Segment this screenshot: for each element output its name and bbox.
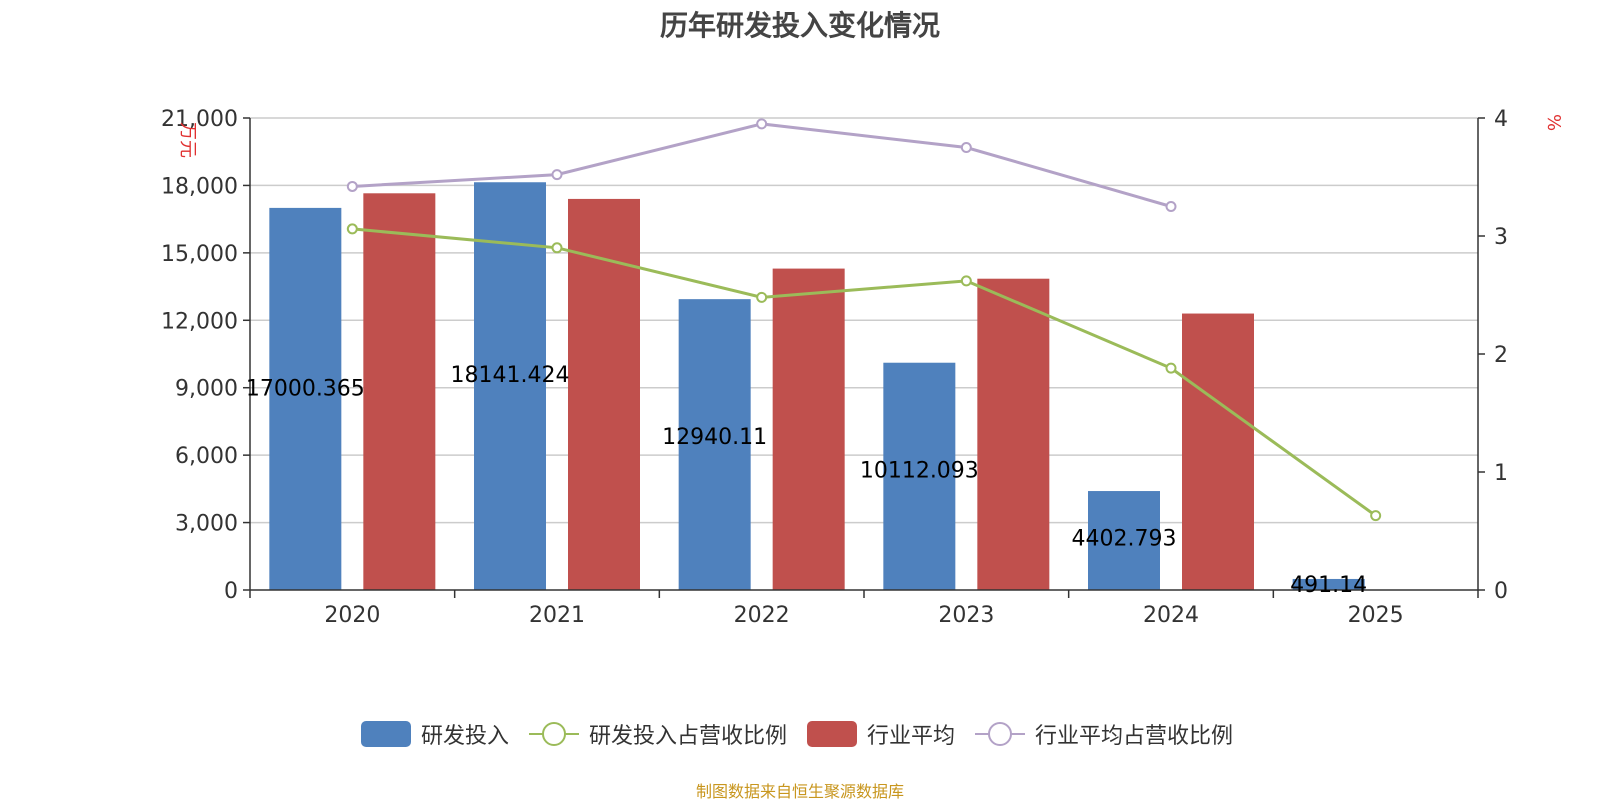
legend-item-rd-ratio[interactable]: 研发投入占营收比例 <box>528 718 787 750</box>
y-left-tick-label: 12,000 <box>161 309 238 334</box>
line-point <box>1165 362 1177 374</box>
legend-item-rd-investment[interactable]: 研发投入 <box>360 718 509 750</box>
bar-data-label: 10112.093 <box>860 459 979 484</box>
legend-item-industry-ratio[interactable]: 行业平均占营收比例 <box>975 718 1233 750</box>
line-point <box>1165 201 1177 212</box>
legend: 研发投入 研发投入占营收比例 行业平均 行业平均占营收比例 <box>0 718 1600 750</box>
line-point <box>551 242 563 254</box>
bar-data-label: 491.14 <box>1290 573 1367 598</box>
y-left-tick-label: 9,000 <box>175 377 238 402</box>
x-tick-label: 2022 <box>734 603 790 628</box>
bar <box>977 278 1050 590</box>
source-note: 制图数据来自恒生聚源数据库 <box>695 782 904 801</box>
y-left-tick-label: 18,000 <box>161 174 238 199</box>
lines <box>346 118 1382 522</box>
bar-data-label: 4402.793 <box>1072 527 1177 552</box>
y-right-tick-label: 1 <box>1494 461 1508 486</box>
line-point <box>756 118 768 130</box>
bar-data-label: 18141.424 <box>451 363 570 388</box>
y-left-tick-label: 0 <box>224 579 238 604</box>
axes: 0 3,000 6,000 9,000 12,000 15,000 18,000 21,000… <box>161 107 1564 628</box>
y-right-tick-label: 2 <box>1494 343 1508 368</box>
line-point <box>960 142 972 153</box>
bar <box>363 193 436 591</box>
y-right-tick-label: 4 <box>1494 107 1508 132</box>
series-line <box>352 227 1377 517</box>
line-point <box>551 169 563 181</box>
bar-data-label: 17000.365 <box>246 376 365 401</box>
legend-label-industry-average: 行业平均 <box>867 724 956 749</box>
y-left-axis-label: 万元 <box>177 122 198 158</box>
legend-label-rd-investment: 研发投入 <box>420 724 509 749</box>
bar <box>1182 313 1254 590</box>
y-right-tick-label: 3 <box>1494 225 1508 250</box>
legend-item-industry-average[interactable]: 行业平均 <box>807 718 955 750</box>
legend-swatch-rd-ratio <box>528 721 579 747</box>
bar <box>568 198 640 590</box>
line-point <box>346 180 358 192</box>
bar <box>772 268 845 590</box>
y-left-tick-label: 6,000 <box>175 444 238 469</box>
legend-label-rd-ratio: 研发投入占营收比例 <box>588 724 787 749</box>
x-tick-label: 2025 <box>1348 603 1404 628</box>
y-right-tick-label: 0 <box>1494 579 1508 604</box>
legend-swatch-rd-investment <box>360 721 411 747</box>
bar-data-label: 12940.11 <box>662 425 767 450</box>
line-point <box>960 275 972 287</box>
bar <box>678 299 751 590</box>
chart-title: 历年研发投入变化情况 <box>659 9 940 42</box>
line-point <box>1370 510 1382 522</box>
legend-swatch-industry-average <box>807 721 857 747</box>
x-tick-label: 2024 <box>1143 603 1199 628</box>
bar <box>883 362 956 590</box>
grid-lines <box>250 117 1478 524</box>
bar <box>1088 491 1160 590</box>
line-point <box>756 291 768 303</box>
bar <box>269 207 342 591</box>
data-labels: 17000.365 18141.424 12940.11 10112.093 4402.… <box>246 363 1367 598</box>
bars <box>269 182 1365 591</box>
x-tick-label: 2020 <box>324 603 380 628</box>
x-tick-label: 2023 <box>938 603 994 628</box>
chart-canvas: 0 3,000 6,000 9,000 12,000 15,000 18,000 21,000… <box>161 107 1564 628</box>
y-left-tick-label: 15,000 <box>161 242 238 267</box>
bar <box>1292 578 1365 590</box>
y-left-tick-label: 21,000 <box>161 107 238 132</box>
y-left-tick-label: 3,000 <box>175 512 238 537</box>
legend-swatch-industry-ratio <box>975 721 1026 747</box>
x-tick-label: 2021 <box>529 603 585 628</box>
legend-label-industry-ratio: 行业平均占营收比例 <box>1035 724 1234 749</box>
bar <box>474 182 546 591</box>
line-point <box>346 223 358 235</box>
y-right-axis-label: % <box>1543 114 1564 131</box>
